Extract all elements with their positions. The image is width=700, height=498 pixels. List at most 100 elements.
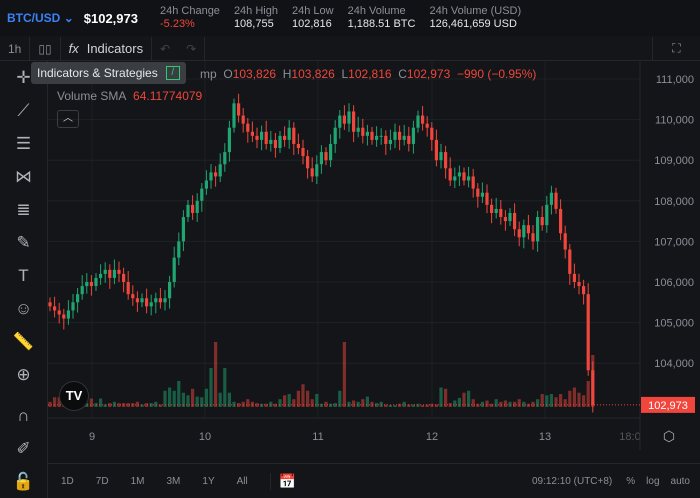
candle [407,135,411,144]
volume-bar [117,403,121,407]
indicators-label: Indicators [86,41,144,56]
candle [85,282,89,287]
candle [163,298,167,303]
range-3m[interactable]: 3M [166,475,181,487]
range-all[interactable]: All [236,475,248,487]
candle [177,241,181,258]
candle-type-icon[interactable]: ▯▯ [30,36,61,61]
auto-toggle[interactable]: auto [670,475,690,487]
volume-bar [513,401,517,407]
volume-bar [559,394,563,407]
stat-0: 24h Change -5.23% [160,5,220,31]
candle [204,180,208,189]
x-tick-label: 9 [89,431,95,443]
zoom-in-icon[interactable]: ⊕ [16,364,31,384]
volume-bar [388,405,392,407]
candle [181,217,185,242]
volume-bar [53,397,57,407]
last-price: $102,973 [83,10,138,26]
candle [283,135,287,140]
volume-bar [540,394,544,407]
volume-bar [568,390,572,407]
fullscreen-icon[interactable]: ⛶ [652,36,700,61]
stat-2: 24h Low 102,816 [292,5,334,31]
candle [503,217,507,222]
price-chart[interactable]: 104,000 105,000 106,000 107,000 108,000 109,0… [0,0,700,463]
candle [191,204,195,213]
candle [227,127,231,153]
volume-bar [577,392,581,407]
volume-bar [145,403,149,407]
pattern-icon[interactable]: ⋈ [15,166,32,186]
chevron-down-icon: ⌄ [63,11,74,25]
volume-bar [333,403,337,407]
trend-line-icon[interactable]: ⟋ [17,100,30,120]
lock-drawing-icon[interactable]: ✐ [16,438,31,458]
candle [319,152,323,165]
volume-bar [480,401,484,407]
undo-icon[interactable]: ↶ [160,41,171,56]
candle [457,172,461,177]
volume-sma-label: Volume SMA [57,89,127,103]
candle [273,139,277,149]
range-1d[interactable]: 1D [61,475,74,487]
ruler-icon[interactable]: 📏 [12,331,35,351]
candle [559,208,563,234]
candle [237,103,241,116]
redo-icon[interactable]: ↷ [178,36,206,61]
volume-bar [283,395,287,407]
interval-button[interactable]: 1h [0,36,31,61]
stat-value: 1,188.51 BTC [347,18,416,30]
volume-bar [338,390,342,407]
text-icon[interactable]: T [18,265,29,285]
crosshair-icon[interactable]: ✛ [16,67,31,87]
range-7d[interactable]: 7D [95,475,109,487]
volume-bar [457,397,461,407]
close-value: 102,973 [406,67,451,81]
pine-icon[interactable]: / [165,66,180,80]
log-toggle[interactable]: log [646,475,660,487]
candle [439,152,443,161]
candle [416,115,420,128]
range-1y[interactable]: 1Y [202,475,215,487]
candle [108,269,112,278]
candle [140,298,144,303]
lock-icon[interactable]: 🔓 [12,471,35,491]
candle [476,188,480,197]
brush-icon[interactable]: ✎ [16,232,31,252]
volume-bar [494,399,498,407]
settings-icon[interactable]: ⬡ [663,428,675,444]
emoji-icon[interactable]: ☺ [14,298,33,318]
candle [172,257,176,282]
candle [214,172,218,177]
candle [329,143,333,161]
candle [522,225,526,238]
volume-bar [278,399,282,407]
volume-bar [264,403,268,407]
fib-icon[interactable]: ≣ [16,199,31,219]
indicators-button[interactable]: fx Indicators [61,36,153,61]
candle [145,298,149,307]
candle [310,168,314,177]
volume-bar [140,404,144,407]
candle [568,249,572,274]
indicators-tooltip: Indicators & Strategies / [31,62,186,84]
volume-bar [227,392,231,407]
tradingview-logo[interactable]: TV [59,381,89,411]
candle [301,148,305,157]
candle [94,277,98,287]
volume-bar [172,390,176,407]
pair-selector[interactable]: BTC/USD ⌄ [7,11,74,25]
candle [545,204,549,226]
volume-bar [499,401,503,407]
volume-bar [191,388,195,407]
horizontal-lines-icon[interactable]: ☰ [15,133,32,153]
candle [508,212,512,222]
magnet-icon[interactable]: ∩ [17,405,30,425]
volume-sma-value: 64.11774079 [133,89,203,103]
volume-bar [85,403,89,407]
percent-toggle[interactable]: % [626,475,636,487]
date-range-icon[interactable]: 📅 [269,472,296,490]
range-1m[interactable]: 1M [130,475,145,487]
collapse-legend-button[interactable]: ︿ [57,110,79,128]
